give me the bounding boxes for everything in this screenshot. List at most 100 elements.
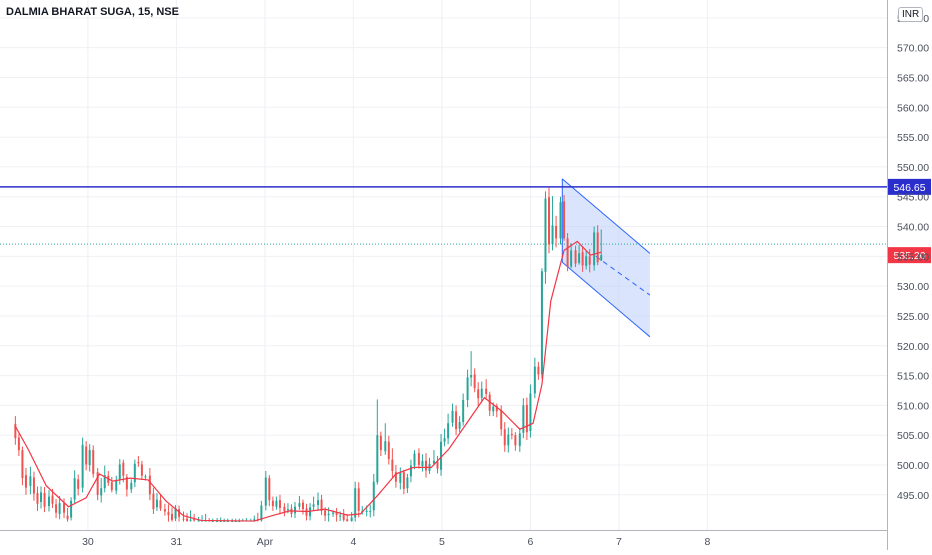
x-tick-label: 8 — [704, 536, 710, 548]
candle-body — [14, 423, 17, 439]
parallel-channel[interactable] — [561, 178, 651, 338]
candle-body — [253, 519, 256, 521]
candle-body — [421, 460, 424, 467]
candle-body — [503, 429, 506, 446]
channel-lower-line[interactable] — [561, 261, 651, 338]
candle-body — [466, 377, 469, 401]
candle-body — [24, 475, 27, 488]
candle-body — [432, 460, 435, 464]
candle-body — [275, 500, 278, 507]
candle-body — [495, 405, 498, 412]
candle-body — [21, 450, 24, 479]
candle-body — [443, 438, 446, 442]
candle-body — [58, 503, 61, 514]
candle-body — [77, 479, 80, 489]
candle-body — [376, 435, 379, 483]
candle-body — [507, 434, 510, 446]
candle-body — [522, 405, 525, 433]
channel-upper-line[interactable] — [561, 178, 651, 254]
candle-body — [278, 500, 281, 508]
x-tick-label: 6 — [527, 536, 533, 548]
candle-body — [320, 499, 323, 511]
candle-body — [110, 482, 113, 491]
candle-body — [406, 477, 409, 489]
candle-body — [540, 271, 543, 375]
symbol-title: DALMIA BHARAT SUGA, 15, NSE — [6, 6, 179, 18]
candle-body — [485, 388, 488, 395]
candle-body — [88, 450, 91, 465]
candle-body — [544, 198, 547, 272]
candle-body — [182, 518, 185, 520]
channel-fill[interactable] — [562, 178, 650, 337]
candle-body — [417, 453, 420, 465]
x-tick-label: 30 — [82, 536, 94, 548]
candle-body — [163, 509, 166, 512]
candle-body — [600, 255, 603, 261]
candle-body — [96, 472, 99, 495]
channel-mid-line[interactable] — [595, 255, 651, 296]
candle-body — [384, 441, 387, 452]
candle-body — [369, 510, 372, 512]
candle-body — [574, 250, 577, 264]
y-tick-label: 565.00 — [897, 72, 929, 84]
y-tick-label: 550.00 — [897, 162, 929, 174]
candle-body — [51, 495, 54, 504]
candle-body — [283, 506, 286, 512]
candle-body — [525, 404, 528, 433]
candle-body — [197, 520, 200, 522]
y-tick-label: 505.00 — [897, 430, 929, 442]
candle-body — [551, 225, 554, 245]
candle-body — [327, 513, 330, 516]
candle-body — [387, 441, 390, 460]
candle-body — [309, 507, 312, 517]
candle-body — [271, 500, 274, 507]
candle-body — [144, 476, 147, 478]
price-lines-layer: 546.65 535.20 — [0, 178, 931, 264]
candle-body — [305, 508, 308, 516]
last-price-label: 535.20 — [893, 250, 925, 262]
candle-body — [103, 475, 106, 489]
last-price-badge — [888, 247, 931, 264]
candle-body — [298, 503, 301, 507]
candle-body — [55, 504, 58, 513]
candle-body — [346, 519, 349, 522]
candle-body — [219, 521, 222, 523]
y-tick-label: 555.00 — [897, 132, 929, 144]
candle-body — [324, 510, 327, 516]
candle-body — [394, 472, 397, 482]
candle-body — [510, 433, 513, 436]
candle-body — [451, 410, 454, 423]
candle-body — [492, 406, 495, 412]
moving-average-line — [14, 240, 602, 522]
candle-body — [130, 482, 133, 490]
candle-body — [264, 477, 267, 506]
candle-body — [588, 256, 591, 265]
candle-body — [137, 462, 140, 464]
candle-body — [152, 493, 155, 510]
candle-body — [342, 515, 345, 520]
candle-body — [480, 388, 483, 398]
candle-body — [17, 437, 20, 451]
candle-body — [372, 481, 375, 511]
candle-body — [391, 459, 394, 471]
candle-body — [317, 500, 320, 505]
candle-body — [402, 472, 405, 489]
candle-body — [339, 515, 342, 517]
candle-body — [115, 479, 118, 491]
y-tick-label: 545.00 — [897, 192, 929, 204]
currency-badge[interactable]: INR — [898, 7, 924, 22]
candle-body — [211, 521, 214, 523]
y-tick-label: 525.00 — [897, 311, 929, 323]
candle-body — [470, 374, 473, 378]
candle-body — [570, 250, 573, 267]
candle-body — [47, 496, 50, 507]
candle-body — [100, 488, 103, 496]
y-tick-label: 570.00 — [897, 43, 929, 55]
candle-body — [332, 512, 335, 514]
candle-body — [424, 460, 427, 471]
candle-body — [170, 513, 173, 520]
x-tick-label: 7 — [616, 536, 622, 548]
